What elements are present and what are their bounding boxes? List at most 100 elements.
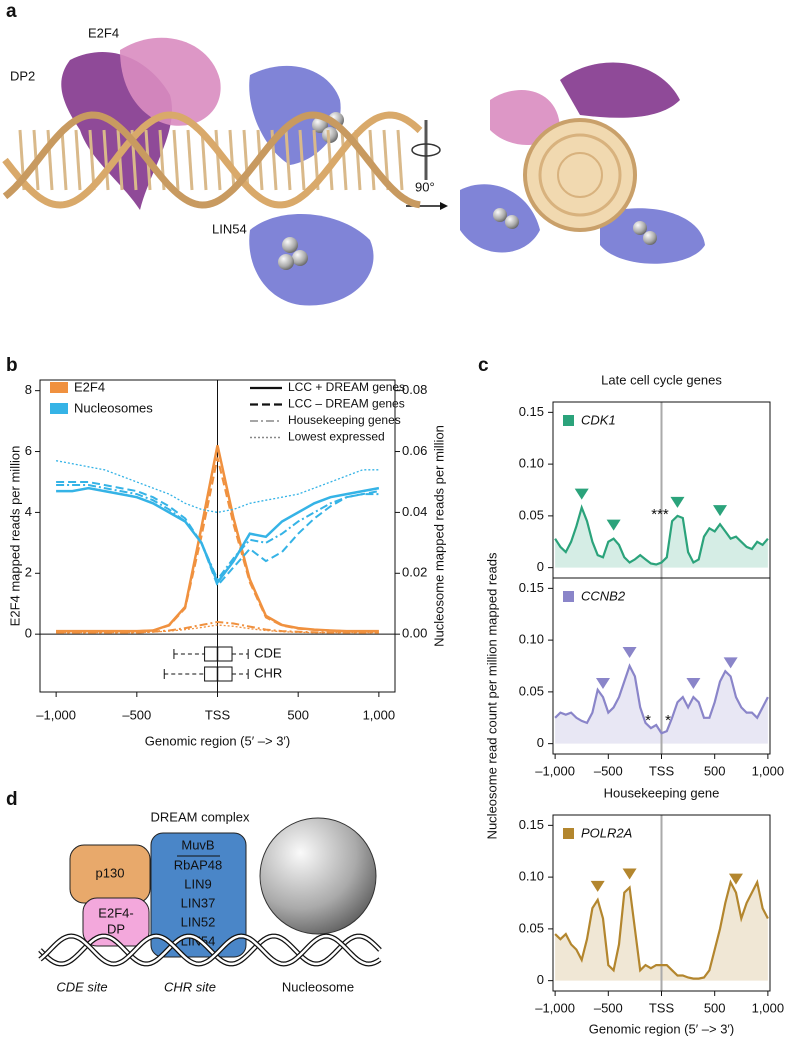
- y-tick-label: 0.15: [519, 817, 544, 832]
- structure-illustration: E2F4 DP2 LIN54 90°: [2, 25, 705, 306]
- legend-label: CDK1: [581, 412, 616, 427]
- series-line: [56, 624, 379, 634]
- x-tick-label: –500: [122, 707, 151, 722]
- box-label: CDE: [254, 645, 282, 660]
- e2f4-dp-box: [82, 897, 150, 947]
- base-pair: [396, 129, 404, 191]
- legend-label: Housekeeping genes: [288, 413, 401, 427]
- zinc-atom: [278, 254, 294, 270]
- legend-label: Nucleosomes: [74, 400, 153, 415]
- arrow-head: [440, 202, 448, 210]
- dna-backbone: [2, 111, 421, 209]
- nucleosome-marker: [713, 505, 728, 517]
- y2-tick-label: 0.08: [402, 382, 427, 397]
- legend-label: E2F4: [74, 379, 105, 394]
- series-line: [56, 481, 380, 588]
- y-tick-label: 0: [537, 735, 544, 750]
- chart-title: Housekeeping gene: [604, 785, 720, 800]
- nucleosome-marker: [595, 678, 610, 690]
- site-label: CDE site: [56, 979, 107, 994]
- x-tick-label: 500: [704, 763, 726, 778]
- muvb-box: [150, 832, 247, 958]
- nucleosome-marker: [622, 868, 637, 880]
- nucleosome-sphere: [259, 817, 377, 935]
- rotation-label: 90°: [415, 179, 435, 194]
- area-line: [554, 504, 769, 566]
- zinc-atom: [282, 237, 298, 253]
- protein-e2f4: [120, 37, 221, 126]
- legend-swatch: [50, 382, 68, 393]
- base-pair: [116, 129, 124, 191]
- protein-label: RbAP48: [174, 857, 222, 872]
- base-pair: [102, 129, 110, 191]
- y-tick-label: 4: [25, 504, 32, 519]
- box: [204, 646, 233, 662]
- legend-swatch: [563, 415, 574, 426]
- nucleosome-label: Nucleosome: [282, 979, 354, 994]
- nucleosome-marker: [670, 496, 685, 508]
- chart-title: Late cell cycle genes: [601, 372, 722, 387]
- dna-end-view: [538, 133, 622, 217]
- base-pair: [74, 129, 82, 191]
- significance: *: [665, 712, 671, 729]
- y-tick-label: 0.10: [519, 632, 544, 647]
- legend-label: LCC – DREAM genes: [288, 397, 405, 411]
- y-tick-label: 2: [25, 565, 32, 580]
- nucleosome-marker: [622, 647, 637, 658]
- base-pair: [200, 129, 208, 191]
- base-pair: [172, 129, 180, 191]
- protein-label: E2F4-: [98, 905, 133, 920]
- panel-label: d: [6, 789, 18, 810]
- panel-label: a: [6, 1, 17, 22]
- y-tick-label: 8: [25, 382, 32, 397]
- panel-label: b: [6, 355, 18, 376]
- y2-tick-label: 0.02: [402, 565, 427, 580]
- protein-label: LIN52: [181, 914, 216, 929]
- base-pair: [298, 129, 306, 191]
- area-line: [554, 879, 769, 980]
- series-line: [56, 484, 379, 582]
- structure-label: DP2: [10, 68, 35, 83]
- protein-dp2: [560, 62, 680, 118]
- protein-lin54: [249, 213, 374, 306]
- y-tick-label: 6: [25, 443, 32, 458]
- base-pair: [186, 129, 194, 191]
- x-tick-label: 500: [287, 707, 309, 722]
- diagram-title: DREAM complex: [151, 809, 250, 824]
- protein-label: p130: [96, 865, 125, 880]
- protein-label: LIN37: [181, 895, 216, 910]
- legend-label: Lowest expressed: [288, 430, 385, 444]
- y2-tick-label: 0.06: [402, 443, 427, 458]
- x-tick-label: 1,000: [752, 1000, 785, 1015]
- protein-e2f4: [490, 90, 560, 145]
- rotation-icon: [411, 143, 441, 157]
- complex-label: MuvB: [181, 837, 214, 852]
- zinc-atom: [493, 208, 507, 222]
- base-pair: [354, 129, 362, 191]
- legend-label: POLR2A: [581, 825, 632, 840]
- protein-label: LIN9: [184, 876, 211, 891]
- legend-label: LCC + DREAM genes: [288, 380, 405, 394]
- dna-strand: [39, 934, 381, 966]
- significance: *: [645, 712, 651, 729]
- y2-axis-label: Nucleosome mapped reads per million: [431, 425, 446, 647]
- dream-diagram: DREAM complex p130 E2F4- DP MuvB RbAP48 …: [38, 809, 382, 994]
- x-tick-label: –1,000: [36, 707, 76, 722]
- nucleosome-marker: [723, 657, 738, 669]
- dna-end-view: [557, 152, 603, 198]
- nucleosome-marker: [686, 678, 701, 690]
- x-axis-label: Genomic region (5′ –> 3′): [589, 1021, 734, 1036]
- x-tick-label: –500: [594, 1000, 623, 1015]
- x-tick-label: 1,000: [752, 763, 785, 778]
- y-tick-label: 0: [537, 972, 544, 987]
- nucleosome-marker: [590, 880, 605, 892]
- x-tick-label: –1,000: [535, 763, 575, 778]
- y2-tick-label: 0.04: [402, 504, 427, 519]
- legend-label: CCNB2: [581, 588, 626, 603]
- y-tick-label: 0.05: [519, 507, 544, 522]
- base-pair: [242, 129, 250, 191]
- legend-swatch: [563, 591, 574, 602]
- zinc-atom: [633, 221, 647, 235]
- area-fill: [555, 666, 768, 744]
- y-tick-label: 0.10: [519, 456, 544, 471]
